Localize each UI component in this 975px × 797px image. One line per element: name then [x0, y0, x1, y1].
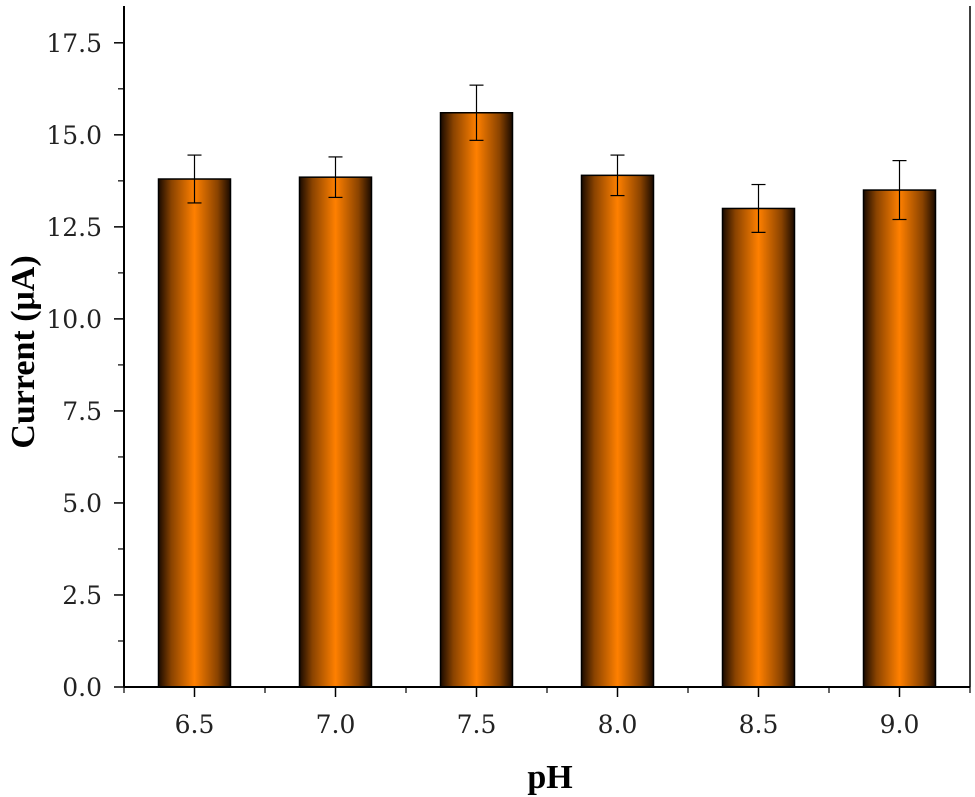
x-tick-label: 8.0	[598, 710, 638, 739]
x-tick-label: 7.5	[457, 710, 497, 739]
x-tick-label: 9.0	[880, 710, 920, 739]
x-tick-label: 7.0	[316, 710, 356, 739]
bar-9.0	[862, 189, 937, 688]
y-tick-label: 17.5	[46, 29, 102, 58]
y-tick-label: 15.0	[46, 121, 102, 150]
y-tick-label: 2.5	[62, 581, 102, 610]
y-tick-label: 7.5	[62, 397, 102, 426]
plot-area	[157, 84, 937, 688]
y-tick-label: 10.0	[46, 305, 102, 334]
x-axis-label: pH	[527, 759, 572, 796]
bar-7.0	[298, 176, 373, 688]
x-tick-label: 6.5	[175, 710, 215, 739]
axes-frame: 6.5 7.0 7.5 8.0 8.5 9.0 0.0 2.5 5.0 7.5 10.0 12.5 15…	[46, 6, 971, 739]
y-tick-label: 12.5	[46, 213, 102, 242]
y-tick-label: 0.0	[62, 673, 102, 702]
bar-7.5	[439, 112, 514, 688]
bar-8.5	[721, 207, 796, 688]
bar-8.0	[580, 174, 655, 688]
bar-6.5	[157, 178, 232, 688]
y-axis-label: Current (μA)	[5, 255, 42, 448]
y-tick-label: 5.0	[62, 489, 102, 518]
x-tick-label: 8.5	[739, 710, 779, 739]
